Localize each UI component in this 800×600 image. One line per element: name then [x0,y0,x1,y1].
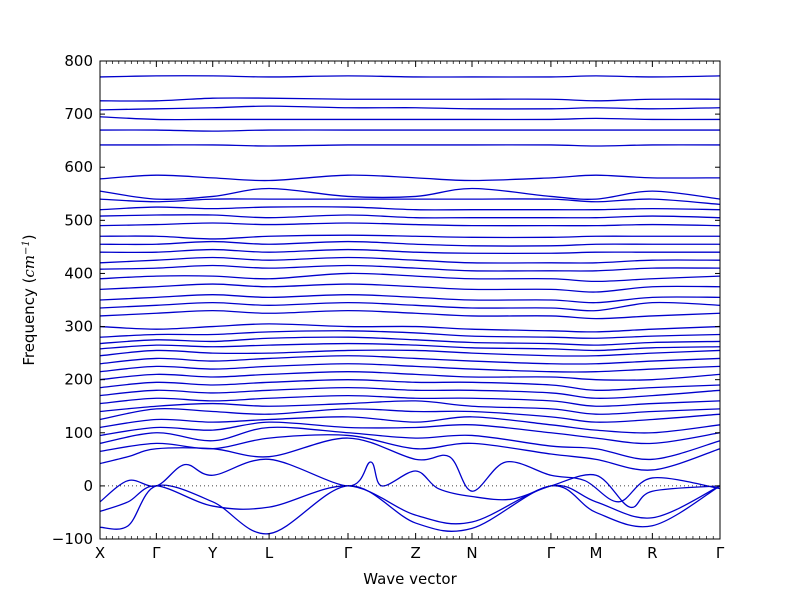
y-axis-title-exponent: −1 [21,240,32,255]
band-line-34 [99,206,721,211]
band-line-27 [99,264,721,272]
band-line-1 [99,484,721,535]
y-axis-title-prefix: Frequency ( [20,278,38,366]
band-line-24 [99,294,721,304]
x-tick-label: N [466,544,477,562]
band-line-8 [99,416,721,434]
band-line-6 [99,426,721,460]
band-line-35 [99,198,721,206]
band-line-21 [99,323,721,333]
y-axis-ticks: −100 0 100 200 300 400 500 600 700 800 [52,52,720,548]
band-line-25 [99,283,721,293]
band-line-41 [99,105,721,111]
band-line-19 [99,336,721,346]
band-line-28 [99,256,721,264]
y-tick-label: 200 [64,371,93,389]
x-tick-label: Γ [152,544,161,562]
y-tick-label: 500 [64,211,93,229]
x-axis-title: Wave vector [363,570,457,588]
x-tick-label: L [265,544,274,562]
band-line-7 [99,421,721,445]
x-tick-label: M [590,544,603,562]
y-tick-label: 0 [83,477,93,495]
band-line-38 [99,144,721,147]
plot-frame [99,60,721,540]
band-line-5 [99,434,721,471]
y-tick-label: 700 [64,105,93,123]
band-line-12 [99,386,721,399]
band-line-2 [99,484,721,525]
y-axis-title-suffix: ) [20,234,38,240]
band-line-36 [99,187,721,200]
band-line-39 [99,129,720,132]
x-tick-label: R [647,544,657,562]
band-line-40 [99,116,721,121]
band-line-26 [99,272,721,283]
x-tick-label: Y [207,544,218,562]
band-line-29 [99,248,720,255]
band-line-10 [99,400,721,415]
y-tick-label: 100 [64,424,93,442]
band-line-3 [99,458,721,509]
y-tick-label: 800 [64,52,93,70]
band-line-14 [99,371,721,381]
y-tick-label: 300 [64,318,93,336]
band-line-43 [99,75,721,78]
band-line-22 [99,309,721,320]
y-tick-label: −100 [52,530,93,548]
band-line-11 [99,394,721,407]
x-tick-label: Γ [547,544,556,562]
band-line-4 [99,437,721,503]
band-line-42 [99,97,721,102]
band-line-9 [99,407,721,423]
band-line-20 [99,330,721,339]
band-line-15 [99,363,721,373]
band-line-30 [99,240,720,247]
band-line-31 [99,234,720,240]
y-tick-label: 400 [64,264,93,282]
band-line-13 [99,379,721,391]
band-line-37 [99,174,721,182]
band-line-16 [99,355,721,365]
band-line-33 [99,214,721,219]
band-line-23 [99,301,721,312]
band-lines [99,75,721,535]
x-tick-label: Γ [716,544,725,562]
x-tick-label: Γ [344,544,353,562]
band-line-17 [99,349,721,357]
x-tick-label: X [95,544,105,562]
y-tick-label: 600 [64,158,93,176]
y-axis-title-unit: cm [20,255,38,278]
band-line-18 [99,342,721,352]
x-tick-label: Z [410,544,420,562]
band-line-32 [99,222,721,227]
y-axis-title: Frequency (cm−1) [20,234,38,365]
